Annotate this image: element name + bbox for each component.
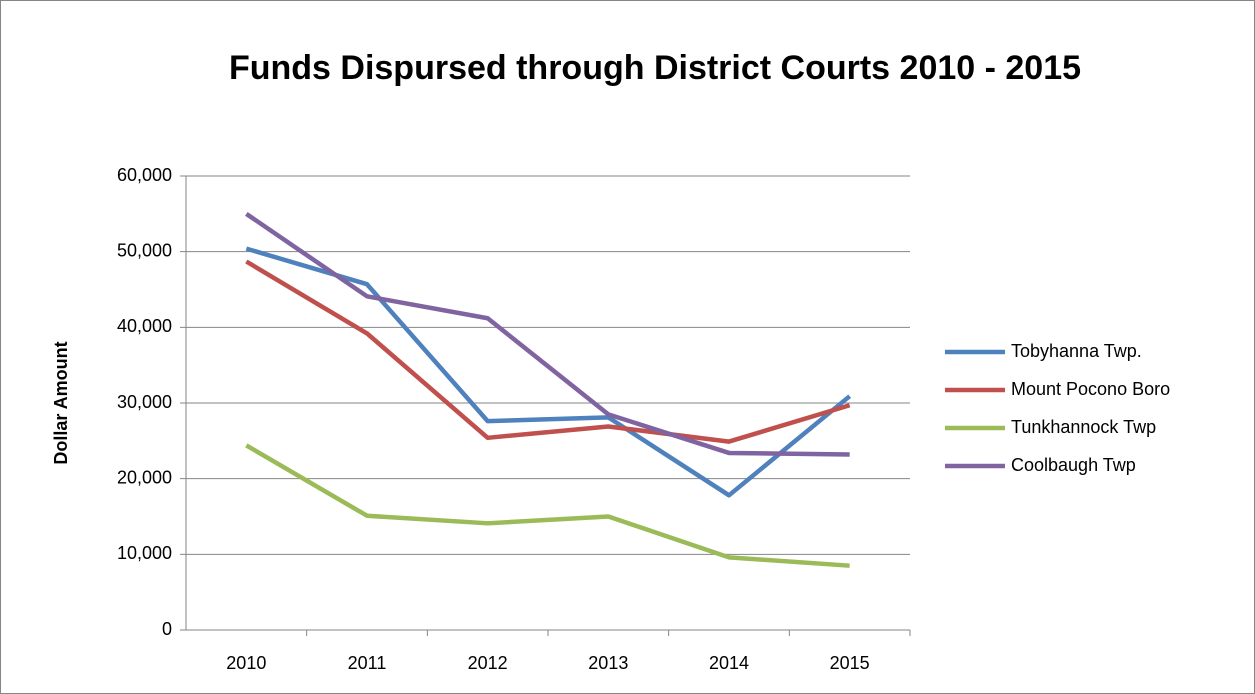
y-tick-label: 0 xyxy=(162,619,172,639)
series-line xyxy=(245,259,851,444)
series-line xyxy=(245,211,850,457)
x-tick-label: 2010 xyxy=(226,653,266,673)
y-tick-label: 50,000 xyxy=(117,240,172,260)
y-tick-label: 10,000 xyxy=(117,543,172,563)
y-tick-label: 20,000 xyxy=(117,467,172,487)
legend-label: Coolbaugh Twp xyxy=(1011,455,1136,475)
legend-label: Tunkhannock Twp xyxy=(1011,417,1156,437)
x-tick-label: 2011 xyxy=(348,653,387,673)
legend-label: Tobyhanna Twp. xyxy=(1011,341,1142,361)
y-tick-label: 60,000 xyxy=(117,165,172,185)
legend-label: Mount Pocono Boro xyxy=(1011,379,1170,399)
y-tick-label: 30,000 xyxy=(117,392,172,412)
series-line xyxy=(245,443,850,568)
x-tick-label: 2012 xyxy=(468,653,508,673)
chart-title: Funds Dispursed through District Courts … xyxy=(228,49,1082,87)
x-tick-label: 2013 xyxy=(588,653,628,673)
series-line xyxy=(245,246,852,498)
y-tick-label: 40,000 xyxy=(117,316,172,336)
x-tick-label: 2014 xyxy=(709,653,749,673)
y-axis-label: Dollar Amount xyxy=(51,341,71,464)
x-tick-label: 2015 xyxy=(830,653,870,673)
